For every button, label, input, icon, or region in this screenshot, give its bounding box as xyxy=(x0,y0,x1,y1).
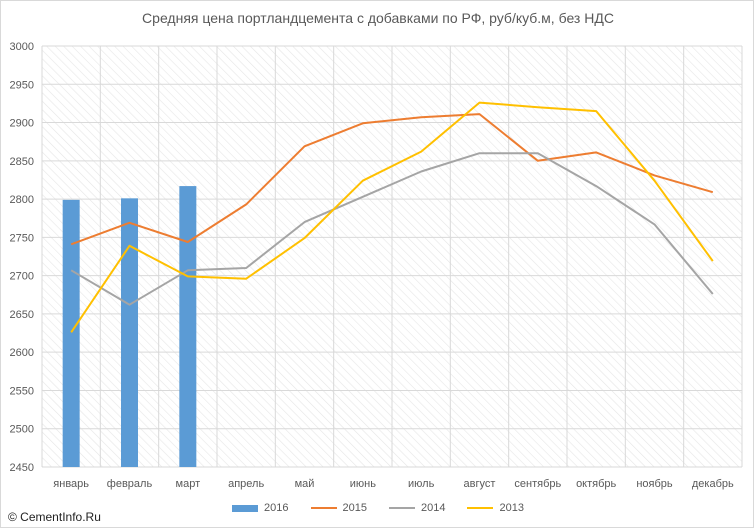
line-series xyxy=(70,101,714,333)
y-tick-label: 2750 xyxy=(10,232,34,244)
x-tick-label: январь xyxy=(53,478,89,490)
bar-2016-февраль xyxy=(121,198,138,468)
x-tick-label: декабрь xyxy=(692,478,734,490)
y-axis-ticks: 2450 2500 2550 2600 2650 2700 2750 2800 2850 2900… xyxy=(10,41,34,474)
y-tick-label: 2950 xyxy=(10,79,34,91)
legend-swatch xyxy=(389,507,415,509)
watermark: © CementInfo.Ru xyxy=(8,510,101,524)
x-tick-label: август xyxy=(464,478,496,490)
y-tick-label: 3000 xyxy=(10,41,34,53)
y-tick-label: 2900 xyxy=(10,118,34,130)
x-tick-label: май xyxy=(295,478,315,490)
bar-2016-январь xyxy=(62,199,80,467)
x-tick-label: сентябрь xyxy=(514,478,561,490)
legend-swatch xyxy=(232,504,259,512)
x-tick-label: июль xyxy=(408,478,435,490)
x-tick-label: март xyxy=(176,478,201,490)
x-tick-label: апрель xyxy=(228,478,264,490)
legend-swatch xyxy=(310,507,337,509)
x-tick-label: ноябрь xyxy=(636,478,673,490)
bar-2016-март xyxy=(179,186,197,467)
x-axis-ticks: январь февраль март апрель май июнь июль август… xyxy=(53,478,734,490)
y-tick-label: 2600 xyxy=(10,347,34,359)
legend-label: 2016 xyxy=(264,502,289,514)
y-tick-label: 2550 xyxy=(10,385,34,397)
legend-item-2013: 2013 xyxy=(467,502,524,514)
y-tick-label: 2800 xyxy=(10,194,34,206)
legend-label: 2015 xyxy=(342,502,367,514)
line-series-2013 xyxy=(70,101,714,333)
gridlines xyxy=(41,45,743,468)
legend: 2016 2015 2014 2013 xyxy=(0,502,756,514)
y-tick-label: 2650 xyxy=(10,309,34,321)
legend-item-2015: 2015 xyxy=(310,502,367,514)
y-tick-label: 2700 xyxy=(10,271,34,283)
y-tick-label: 2450 xyxy=(10,462,34,474)
legend-item-2016: 2016 xyxy=(232,502,289,514)
bar-series xyxy=(62,186,197,468)
x-tick-label: февраль xyxy=(107,478,153,490)
line-series-2014 xyxy=(70,152,714,306)
y-tick-label: 2500 xyxy=(10,424,34,436)
y-tick-label: 2850 xyxy=(10,156,34,168)
x-tick-label: октябрь xyxy=(576,478,616,490)
line-series-2015 xyxy=(70,113,714,246)
legend-item-2014: 2014 xyxy=(389,502,445,514)
chart-title: Средняя цена портландцемента с добавками… xyxy=(142,10,614,26)
x-tick-label: июнь xyxy=(350,478,376,490)
legend-label: 2014 xyxy=(421,502,446,514)
legend-label: 2013 xyxy=(499,502,524,514)
legend-swatch xyxy=(467,507,494,509)
